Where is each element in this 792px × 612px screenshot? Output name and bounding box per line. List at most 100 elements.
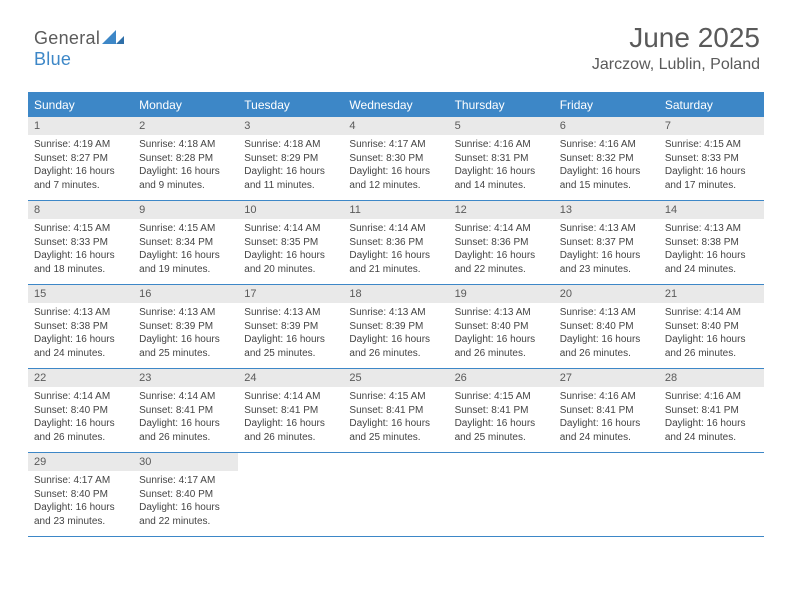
weekday-sunday: Sunday <box>28 93 133 117</box>
day-number: 20 <box>554 285 659 303</box>
calendar-row: 22Sunrise: 4:14 AMSunset: 8:40 PMDayligh… <box>28 369 764 453</box>
day-details: Sunrise: 4:14 AMSunset: 8:35 PMDaylight:… <box>238 219 343 284</box>
weekday-saturday: Saturday <box>659 93 764 117</box>
day-number: 2 <box>133 117 238 135</box>
day-number: 21 <box>659 285 764 303</box>
weekday-monday: Monday <box>133 93 238 117</box>
day-details: Sunrise: 4:14 AMSunset: 8:41 PMDaylight:… <box>133 387 238 452</box>
brand-logo: General Blue <box>34 28 124 70</box>
calendar-cell: 10Sunrise: 4:14 AMSunset: 8:35 PMDayligh… <box>238 201 343 285</box>
calendar-cell: 17Sunrise: 4:13 AMSunset: 8:39 PMDayligh… <box>238 285 343 369</box>
day-number: 18 <box>343 285 448 303</box>
day-number: 25 <box>343 369 448 387</box>
day-number: 30 <box>133 453 238 471</box>
calendar-cell: 6Sunrise: 4:16 AMSunset: 8:32 PMDaylight… <box>554 117 659 201</box>
month-title: June 2025 <box>592 22 760 54</box>
calendar-cell: 11Sunrise: 4:14 AMSunset: 8:36 PMDayligh… <box>343 201 448 285</box>
calendar-cell: 7Sunrise: 4:15 AMSunset: 8:33 PMDaylight… <box>659 117 764 201</box>
calendar-cell: 2Sunrise: 4:18 AMSunset: 8:28 PMDaylight… <box>133 117 238 201</box>
day-number: 19 <box>449 285 554 303</box>
calendar-cell: 16Sunrise: 4:13 AMSunset: 8:39 PMDayligh… <box>133 285 238 369</box>
day-number: 14 <box>659 201 764 219</box>
day-number: 27 <box>554 369 659 387</box>
calendar-cell: 12Sunrise: 4:14 AMSunset: 8:36 PMDayligh… <box>449 201 554 285</box>
day-details: Sunrise: 4:16 AMSunset: 8:41 PMDaylight:… <box>554 387 659 452</box>
calendar-cell: 20Sunrise: 4:13 AMSunset: 8:40 PMDayligh… <box>554 285 659 369</box>
day-number: 29 <box>28 453 133 471</box>
day-details: Sunrise: 4:15 AMSunset: 8:33 PMDaylight:… <box>659 135 764 200</box>
day-number: 1 <box>28 117 133 135</box>
calendar-cell: 9Sunrise: 4:15 AMSunset: 8:34 PMDaylight… <box>133 201 238 285</box>
title-block: June 2025 Jarczow, Lublin, Poland <box>592 22 760 74</box>
day-details: Sunrise: 4:17 AMSunset: 8:30 PMDaylight:… <box>343 135 448 200</box>
calendar-cell-empty <box>343 453 448 537</box>
calendar-cell: 18Sunrise: 4:13 AMSunset: 8:39 PMDayligh… <box>343 285 448 369</box>
weekday-friday: Friday <box>554 93 659 117</box>
day-details: Sunrise: 4:14 AMSunset: 8:36 PMDaylight:… <box>449 219 554 284</box>
calendar-cell: 29Sunrise: 4:17 AMSunset: 8:40 PMDayligh… <box>28 453 133 537</box>
day-details: Sunrise: 4:17 AMSunset: 8:40 PMDaylight:… <box>133 471 238 536</box>
calendar-row: 29Sunrise: 4:17 AMSunset: 8:40 PMDayligh… <box>28 453 764 537</box>
calendar-row: 1Sunrise: 4:19 AMSunset: 8:27 PMDaylight… <box>28 117 764 201</box>
calendar-table: Sunday Monday Tuesday Wednesday Thursday… <box>28 92 764 537</box>
calendar-cell-empty <box>238 453 343 537</box>
brand-part1: General <box>34 28 100 48</box>
day-details: Sunrise: 4:14 AMSunset: 8:36 PMDaylight:… <box>343 219 448 284</box>
calendar-cell-empty <box>554 453 659 537</box>
day-number: 4 <box>343 117 448 135</box>
calendar-cell: 24Sunrise: 4:14 AMSunset: 8:41 PMDayligh… <box>238 369 343 453</box>
day-number: 8 <box>28 201 133 219</box>
calendar-row: 8Sunrise: 4:15 AMSunset: 8:33 PMDaylight… <box>28 201 764 285</box>
calendar-cell: 19Sunrise: 4:13 AMSunset: 8:40 PMDayligh… <box>449 285 554 369</box>
day-number: 12 <box>449 201 554 219</box>
calendar-cell: 1Sunrise: 4:19 AMSunset: 8:27 PMDaylight… <box>28 117 133 201</box>
calendar-cell: 13Sunrise: 4:13 AMSunset: 8:37 PMDayligh… <box>554 201 659 285</box>
calendar-cell: 28Sunrise: 4:16 AMSunset: 8:41 PMDayligh… <box>659 369 764 453</box>
day-details: Sunrise: 4:18 AMSunset: 8:29 PMDaylight:… <box>238 135 343 200</box>
page-header: General Blue June 2025 Jarczow, Lublin, … <box>28 22 764 92</box>
day-details: Sunrise: 4:13 AMSunset: 8:38 PMDaylight:… <box>28 303 133 368</box>
day-number: 6 <box>554 117 659 135</box>
brand-part2: Blue <box>34 49 71 69</box>
logo-triangle-icon <box>102 30 124 49</box>
calendar-cell: 26Sunrise: 4:15 AMSunset: 8:41 PMDayligh… <box>449 369 554 453</box>
calendar-cell: 23Sunrise: 4:14 AMSunset: 8:41 PMDayligh… <box>133 369 238 453</box>
day-details: Sunrise: 4:19 AMSunset: 8:27 PMDaylight:… <box>28 135 133 200</box>
weekday-thursday: Thursday <box>449 93 554 117</box>
day-number: 13 <box>554 201 659 219</box>
day-number: 26 <box>449 369 554 387</box>
day-number: 3 <box>238 117 343 135</box>
calendar-cell: 27Sunrise: 4:16 AMSunset: 8:41 PMDayligh… <box>554 369 659 453</box>
calendar-cell: 14Sunrise: 4:13 AMSunset: 8:38 PMDayligh… <box>659 201 764 285</box>
day-number: 9 <box>133 201 238 219</box>
calendar-cell-empty <box>449 453 554 537</box>
day-number: 5 <box>449 117 554 135</box>
calendar-cell: 5Sunrise: 4:16 AMSunset: 8:31 PMDaylight… <box>449 117 554 201</box>
day-number: 28 <box>659 369 764 387</box>
calendar-body: 1Sunrise: 4:19 AMSunset: 8:27 PMDaylight… <box>28 117 764 537</box>
calendar-cell: 8Sunrise: 4:15 AMSunset: 8:33 PMDaylight… <box>28 201 133 285</box>
calendar-cell: 25Sunrise: 4:15 AMSunset: 8:41 PMDayligh… <box>343 369 448 453</box>
day-details: Sunrise: 4:15 AMSunset: 8:34 PMDaylight:… <box>133 219 238 284</box>
day-details: Sunrise: 4:16 AMSunset: 8:41 PMDaylight:… <box>659 387 764 452</box>
day-details: Sunrise: 4:13 AMSunset: 8:40 PMDaylight:… <box>449 303 554 368</box>
weekday-wednesday: Wednesday <box>343 93 448 117</box>
calendar-cell: 15Sunrise: 4:13 AMSunset: 8:38 PMDayligh… <box>28 285 133 369</box>
day-number: 15 <box>28 285 133 303</box>
calendar-page: General Blue June 2025 Jarczow, Lublin, … <box>0 0 792 555</box>
calendar-cell: 22Sunrise: 4:14 AMSunset: 8:40 PMDayligh… <box>28 369 133 453</box>
day-details: Sunrise: 4:13 AMSunset: 8:40 PMDaylight:… <box>554 303 659 368</box>
day-details: Sunrise: 4:15 AMSunset: 8:41 PMDaylight:… <box>343 387 448 452</box>
calendar-row: 15Sunrise: 4:13 AMSunset: 8:38 PMDayligh… <box>28 285 764 369</box>
day-number: 11 <box>343 201 448 219</box>
day-number: 17 <box>238 285 343 303</box>
day-number: 22 <box>28 369 133 387</box>
calendar-cell: 4Sunrise: 4:17 AMSunset: 8:30 PMDaylight… <box>343 117 448 201</box>
calendar-cell: 3Sunrise: 4:18 AMSunset: 8:29 PMDaylight… <box>238 117 343 201</box>
day-details: Sunrise: 4:15 AMSunset: 8:41 PMDaylight:… <box>449 387 554 452</box>
day-details: Sunrise: 4:13 AMSunset: 8:39 PMDaylight:… <box>343 303 448 368</box>
day-details: Sunrise: 4:13 AMSunset: 8:39 PMDaylight:… <box>238 303 343 368</box>
day-details: Sunrise: 4:14 AMSunset: 8:40 PMDaylight:… <box>659 303 764 368</box>
calendar-cell-empty <box>659 453 764 537</box>
day-details: Sunrise: 4:17 AMSunset: 8:40 PMDaylight:… <box>28 471 133 536</box>
